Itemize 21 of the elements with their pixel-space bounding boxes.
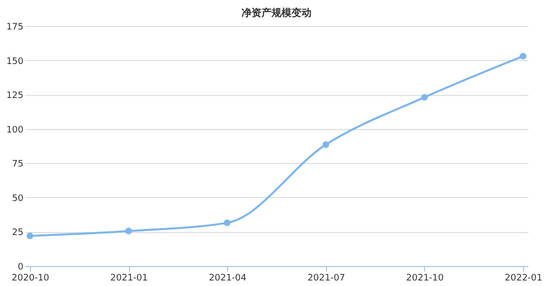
y-tick-label: 150: [6, 56, 24, 67]
point: [520, 52, 526, 60]
y-tick-label: 0: [18, 262, 24, 272]
x-tick-label: 2022-01: [504, 274, 542, 284]
x-tick-label: 2021-07: [308, 274, 346, 284]
point: [224, 219, 231, 226]
y-tick-label: 25: [12, 228, 24, 238]
point: [322, 141, 330, 148]
y-tick-label: 125: [6, 91, 24, 102]
point: [421, 94, 428, 101]
y-tick-label: 100: [6, 125, 24, 136]
chart-title: 净资产规模变动: [242, 7, 312, 19]
point: [26, 232, 34, 240]
y-tick-label: 50: [12, 194, 24, 204]
x-tick-label: 2021-01: [110, 274, 148, 284]
x-tick-label: 2021-10: [406, 274, 444, 284]
x-tick-label: 2020-10: [12, 274, 50, 284]
point: [125, 228, 132, 234]
y-tick-label: 175: [6, 22, 24, 32]
y-tick-label: 75: [12, 160, 24, 170]
x-tick-label: 2021-04: [208, 274, 247, 284]
